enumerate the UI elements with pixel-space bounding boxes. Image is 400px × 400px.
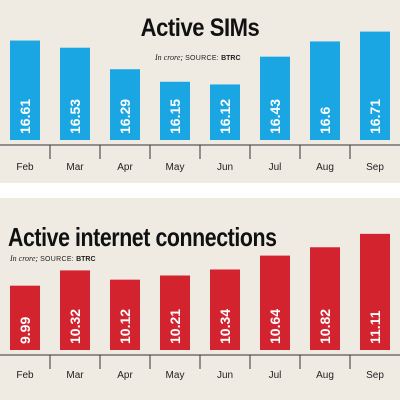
chart-title: Active internet connections — [8, 222, 277, 252]
x-tick-label: Jul — [269, 162, 282, 173]
bar-value-label: 16.29 — [117, 99, 133, 134]
x-tick-label: Apr — [117, 370, 133, 381]
bar-value-label: 16.53 — [67, 99, 83, 134]
bar-value-label: 10.64 — [267, 309, 283, 344]
bar-jul — [260, 56, 290, 141]
x-tick-label: Jun — [217, 162, 233, 173]
unit-note: In crore; — [10, 254, 39, 263]
bar-sep — [360, 31, 390, 140]
bar-jun — [210, 269, 240, 350]
bar-feb — [10, 285, 40, 350]
bar-value-label: 16.6 — [317, 107, 333, 134]
active-sims-bar-chart: 16.61 Feb 16.53 Mar 16.29 Apr 16.15 May 16.12 Jun… — [0, 31, 400, 173]
bar-aug — [310, 41, 340, 140]
bar-may — [160, 81, 190, 140]
bar-may — [160, 275, 190, 350]
source-label: SOURCE: — [40, 256, 75, 263]
bar-jul — [260, 255, 290, 350]
unit-note: In crore; — [155, 53, 184, 62]
x-tick-label: Sep — [366, 162, 384, 173]
panel-divider — [0, 183, 400, 198]
bar-value-label: 16.71 — [367, 99, 383, 134]
x-tick-label: Feb — [16, 370, 34, 381]
x-tick-label: Jul — [269, 370, 282, 381]
bar-value-label: 10.34 — [217, 309, 233, 344]
bar-value-label: 10.12 — [117, 309, 133, 344]
bar-value-label: 9.99 — [17, 317, 33, 344]
bar-value-label: 16.43 — [267, 99, 283, 134]
bar-sep — [360, 233, 390, 350]
x-tick-label: Mar — [66, 162, 84, 173]
x-tick-label: Aug — [316, 162, 334, 173]
active-sims-chart-panel: Active SIMs In crore; SOURCE: BTRC 16.61… — [0, 0, 400, 183]
bar-apr — [110, 69, 140, 140]
bar-value-label: 10.82 — [317, 309, 333, 344]
bar-mar — [60, 270, 90, 350]
bar-mar — [60, 47, 90, 140]
x-tick-label: Apr — [117, 162, 133, 173]
bar-value-label: 16.15 — [167, 99, 183, 134]
x-tick-label: May — [166, 370, 185, 381]
bar-feb — [10, 40, 40, 140]
bar-value-label: 16.61 — [17, 99, 33, 134]
chart-subtitle: In crore; SOURCE: BTRC — [10, 254, 96, 263]
source-name: BTRC — [221, 55, 241, 62]
source-label: SOURCE: — [185, 55, 220, 62]
x-tick-label: Jun — [217, 370, 233, 381]
bar-apr — [110, 279, 140, 350]
bar-jun — [210, 84, 240, 140]
x-tick-label: Aug — [316, 370, 334, 381]
bar-value-label: 11.11 — [367, 310, 383, 344]
chart-subtitle: In crore; SOURCE: BTRC — [155, 53, 241, 62]
active-internet-bar-chart: 9.99 Feb 10.32 Mar 10.12 Apr 10.21 May 10.34 Jun 1… — [0, 233, 400, 381]
x-tick-label: Mar — [66, 370, 84, 381]
source-name: BTRC — [76, 256, 96, 263]
bar-value-label: 10.21 — [167, 309, 183, 344]
active-internet-chart-panel: Active internet connections In crore; SO… — [0, 198, 400, 400]
x-tick-label: Feb — [16, 162, 34, 173]
bar-aug — [310, 247, 340, 350]
bar-value-label: 16.12 — [217, 99, 233, 134]
x-tick-label: May — [166, 162, 185, 173]
x-tick-label: Sep — [366, 370, 384, 381]
chart-title: Active SIMs — [140, 14, 260, 42]
bar-value-label: 10.32 — [67, 309, 83, 344]
